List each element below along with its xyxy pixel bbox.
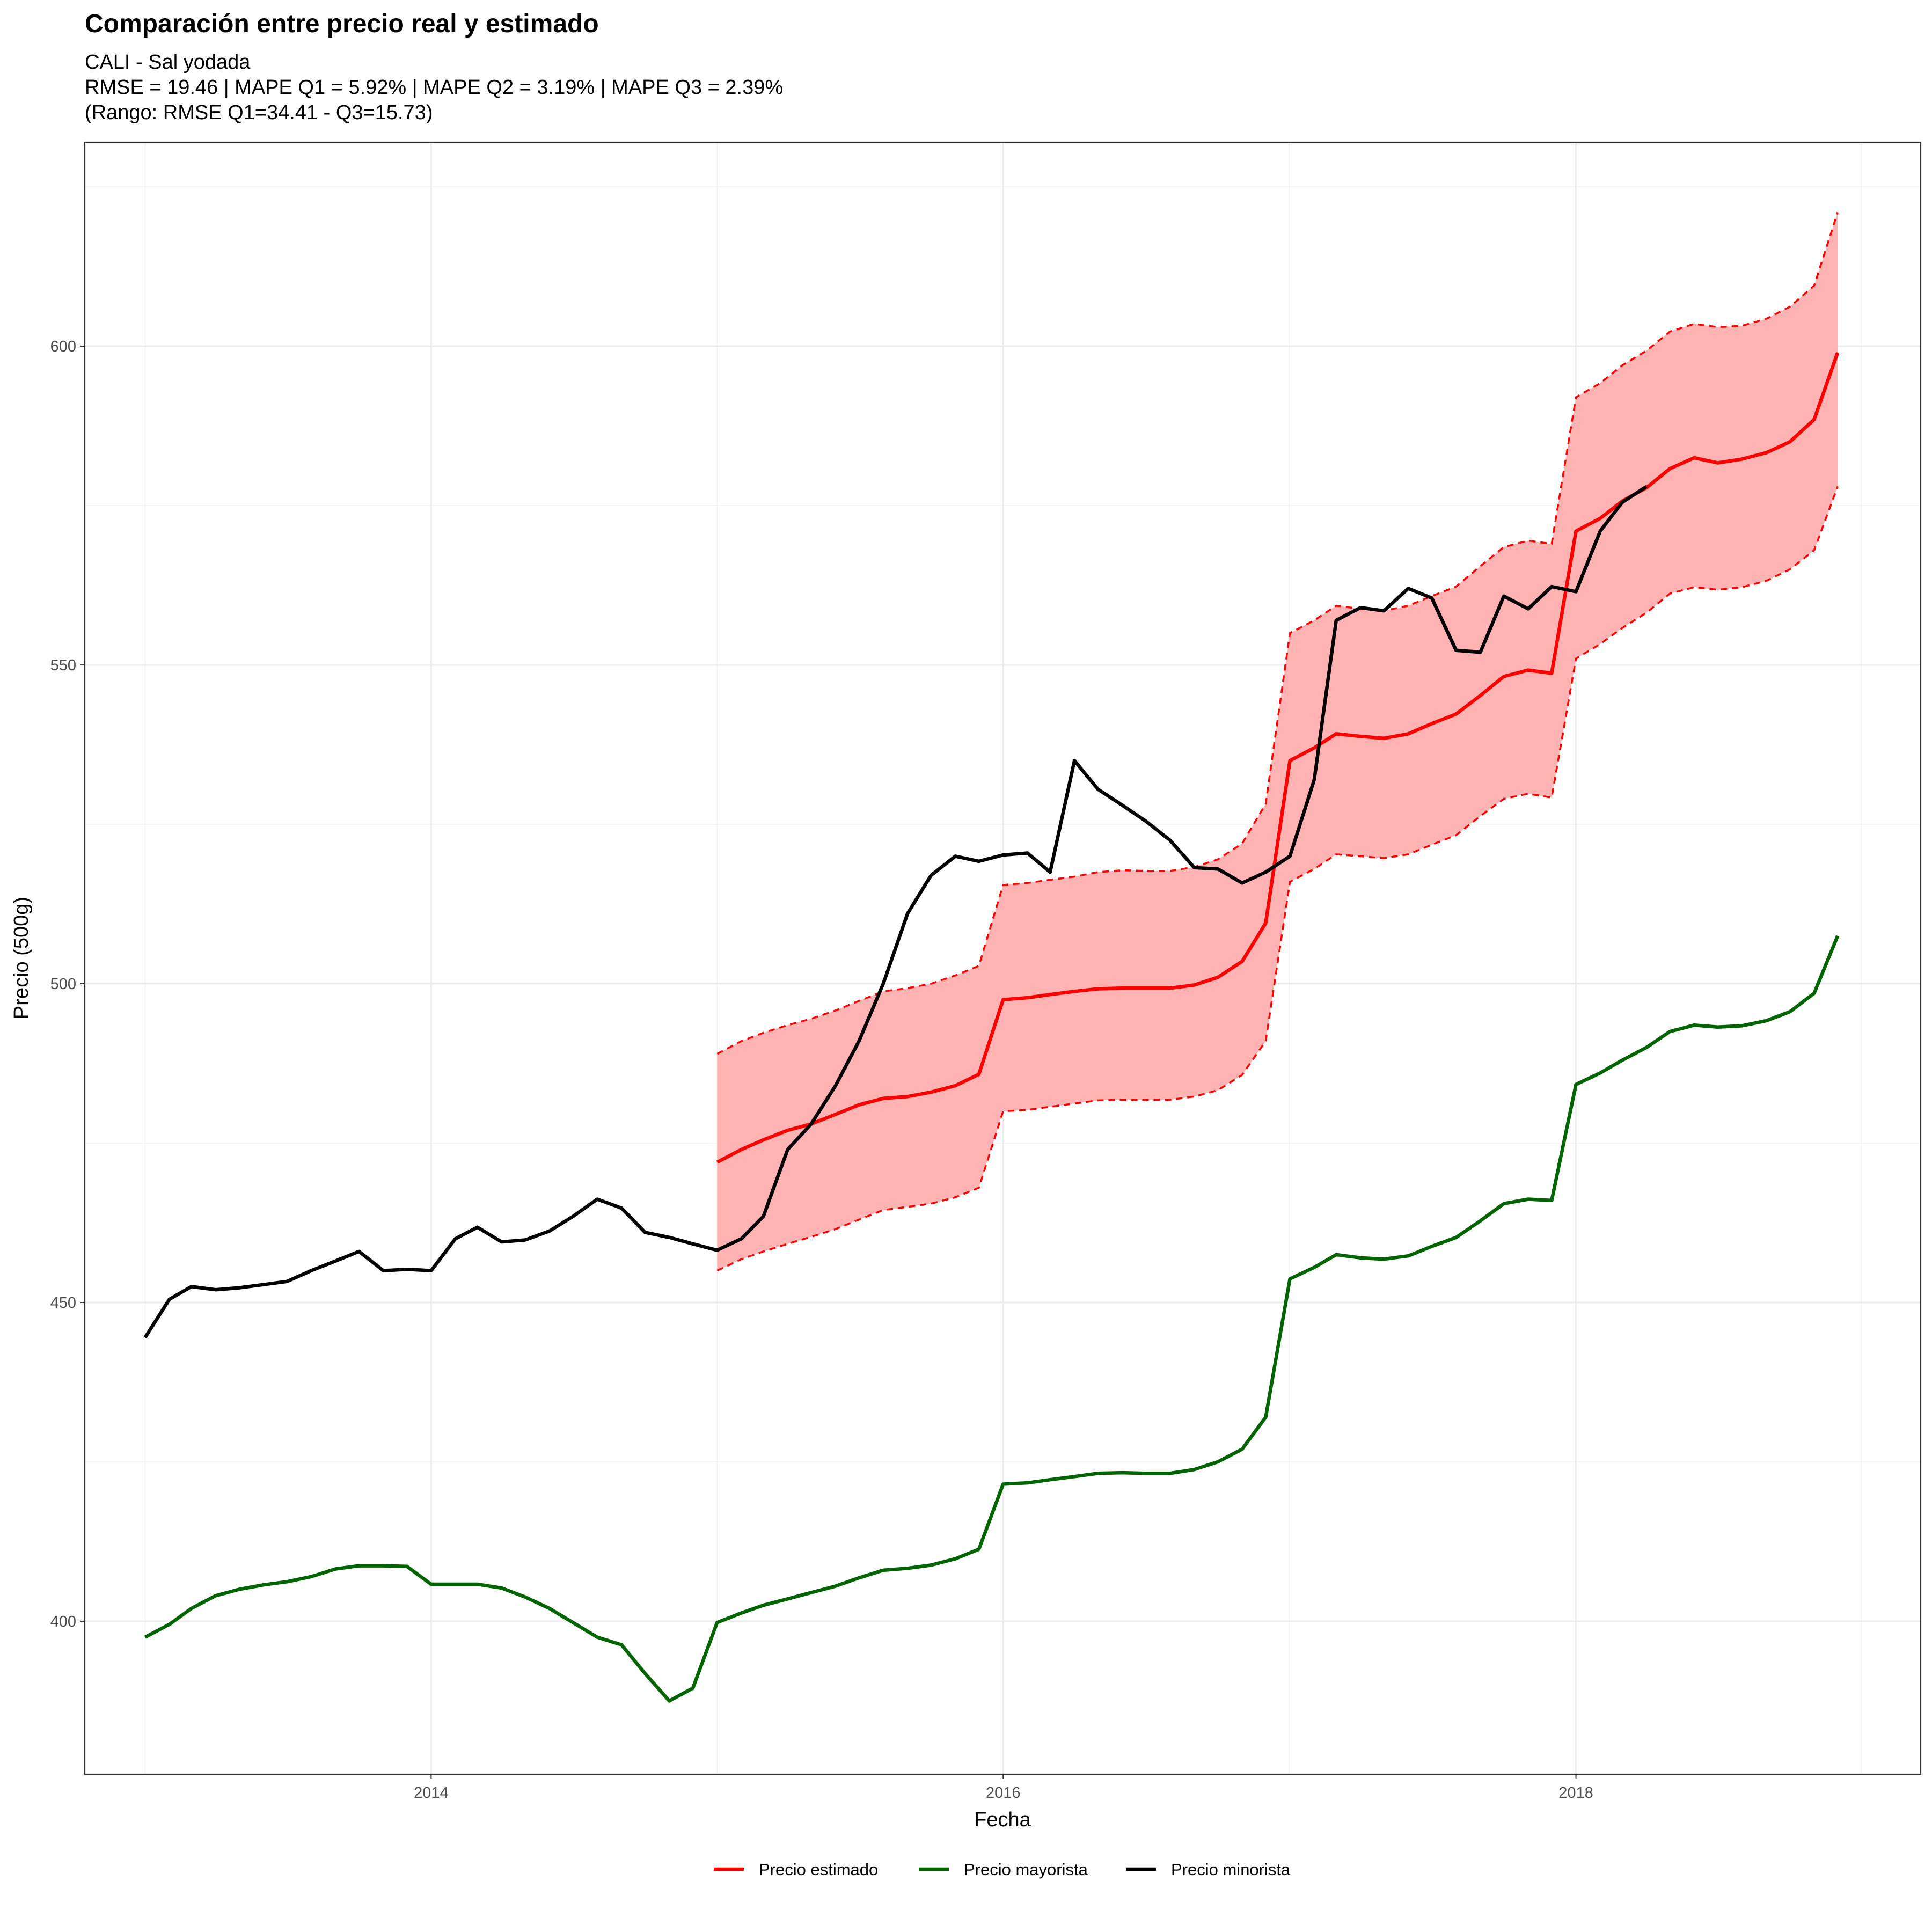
y-tick-label: 550 [50, 657, 76, 674]
y-tick-label: 500 [50, 976, 76, 993]
series-line-minorista [143, 485, 1648, 1339]
chart-subtitle-line-1: CALI - Sal yodada [85, 51, 251, 74]
y-tick-label: 450 [50, 1294, 76, 1312]
legend-label: Precio minorista [1171, 1860, 1291, 1879]
y-tick-label: 600 [50, 338, 76, 355]
prediction-band [717, 212, 1838, 1271]
legend-label: Precio mayorista [964, 1860, 1088, 1879]
legend-label: Precio estimado [759, 1860, 878, 1879]
band-lower-line [716, 486, 1839, 1272]
series-line-estimado [716, 352, 1840, 1164]
x-tick-label: 2014 [414, 1784, 449, 1802]
chart-title: Comparación entre precio real y estimado [85, 10, 599, 38]
y-axis-title: Precio (500g) [10, 897, 33, 1019]
x-tick-label: 2016 [986, 1784, 1021, 1802]
major-gridlines [85, 142, 1921, 1774]
band-upper-line [716, 212, 1839, 1055]
chart-subtitle-line-2: RMSE = 19.46 | MAPE Q1 = 5.92% | MAPE Q2… [85, 76, 783, 99]
series-line-mayorista [144, 935, 1840, 1703]
x-axis: 2014 2016 2018 [414, 1774, 1593, 1802]
legend: Precio estimado Precio mayorista Precio mi… [714, 1860, 1291, 1879]
series-lines [143, 212, 1840, 1703]
band-area [717, 212, 1838, 1271]
y-tick-label: 400 [50, 1613, 76, 1630]
x-axis-title: Fecha [974, 1809, 1031, 1831]
chart-subtitle-line-3: (Rango: RMSE Q1=34.41 - Q3=15.73) [85, 101, 433, 124]
y-axis: 400 450 500 550 600 [50, 338, 85, 1630]
x-tick-label: 2018 [1558, 1784, 1593, 1802]
